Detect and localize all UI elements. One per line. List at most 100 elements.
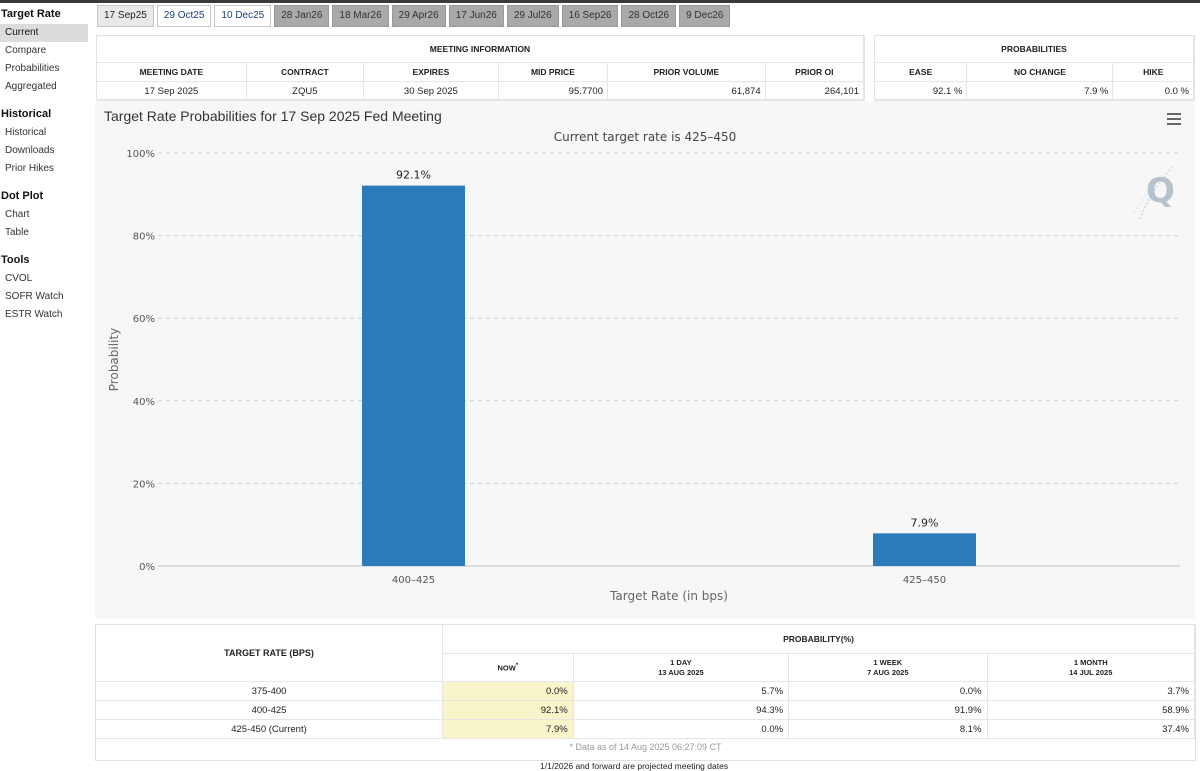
probability-history-table: TARGET RATE (BPS) PROBABILITY(%) NOW* 1 D…: [95, 624, 1196, 761]
column-period: 1 DAY: [670, 657, 692, 667]
top-border: [0, 0, 1200, 3]
prob-cell-1-day: 94.3%: [573, 700, 790, 720]
table-row: 425-450 (Current) 7.9% 0.0% 8.1% 37.4%: [96, 719, 1196, 739]
data-timestamp-note: * Data as of 14 Aug 2025 06:27:09 CT: [569, 742, 722, 752]
chart-subtitle: Current target rate is 425–450: [554, 130, 737, 144]
data-label: 92.1%: [396, 169, 431, 182]
column-date: 13 AUG 2025: [658, 667, 704, 677]
prob-cell-1-week: 0.0%: [788, 681, 988, 701]
tab-29-apr26[interactable]: 29 Apr26: [391, 5, 446, 27]
sidebar-item-probabilities[interactable]: Probabilities: [5, 63, 60, 74]
sidebar-section-target-rate: Target Rate: [1, 8, 61, 20]
quikstrike-logo: Q: [1130, 163, 1180, 223]
meeting-value-mid-price: 95.7700: [498, 81, 609, 101]
sidebar-item-historical[interactable]: Historical: [5, 127, 47, 138]
sidebar-item-chart[interactable]: Chart: [5, 209, 30, 220]
bar-400-425: [362, 185, 465, 566]
y-tick-label: 100%: [126, 149, 155, 160]
prob-cell-1-day: 5.7%: [573, 681, 790, 701]
rate-cell: 400-425: [96, 700, 443, 720]
prob-value-ease: 92.1 %: [875, 81, 968, 101]
probability-group-header: PROBABILITY(%): [442, 625, 1195, 654]
tab-29-oct25[interactable]: 29 Oct25: [156, 5, 212, 27]
tab-29-jul26[interactable]: 29 Jul26: [506, 5, 559, 27]
now-cell: 7.9%: [442, 719, 574, 739]
now-cell: 92.1%: [442, 700, 574, 720]
sidebar-item-downloads[interactable]: Downloads: [5, 145, 55, 156]
prob-cell-1-week: 8.1%: [788, 719, 988, 739]
tab-16-sep26[interactable]: 16 Sep26: [561, 5, 619, 27]
sidebar-item-sofr-watch[interactable]: SOFR Watch: [5, 291, 64, 302]
x-axis-title: Target Rate (in bps): [609, 589, 728, 603]
sidebar-item-cvol[interactable]: CVOL: [5, 273, 33, 284]
meeting-information-panel: MEETING INFORMATION MEETING DATE CONTRACT…: [96, 35, 865, 101]
sidebar-item-estr-watch[interactable]: ESTR Watch: [5, 309, 63, 320]
prob-cell-1-day: 0.0%: [573, 719, 790, 739]
tab-17-sep25[interactable]: 17 Sep25: [97, 5, 154, 27]
sidebar-spacer: [0, 178, 88, 186]
sidebar-section-dot-plot: Dot Plot: [1, 190, 44, 202]
prob-cell-1-month: 3.7%: [987, 681, 1196, 701]
column-date: 14 JUL 2025: [1069, 667, 1113, 677]
target-rate-header: TARGET RATE (BPS): [96, 625, 443, 682]
x-tick-label: 400–425: [392, 575, 435, 586]
meeting-value-contract: ZQU5: [246, 81, 364, 101]
meeting-col-prior-volume: PRIOR VOLUME: [607, 62, 766, 82]
x-tick-label: 425–450: [903, 575, 946, 586]
meeting-col-expires: EXPIRES: [363, 62, 499, 82]
meeting-col-mid-price: MID PRICE: [498, 62, 609, 82]
meeting-col-meeting-date: MEETING DATE: [97, 62, 247, 82]
logo-swoosh-icon: [1133, 166, 1173, 220]
data-label: 7.9%: [911, 516, 939, 529]
sidebar-item-prior-hikes[interactable]: Prior Hikes: [5, 163, 54, 174]
sidebar-spacer: [0, 242, 88, 250]
meeting-col-prior-oi: PRIOR OI: [765, 62, 865, 82]
prob-cell-1-week: 91.9%: [788, 700, 988, 720]
meeting-information-title: MEETING INFORMATION: [97, 36, 864, 63]
meeting-value-meeting-date: 17 Sep 2025: [97, 81, 247, 101]
sidebar: Target Rate Current Compare Probabilities Ag…: [0, 4, 88, 332]
sidebar-item-compare[interactable]: Compare: [5, 45, 47, 56]
tab-28-oct26[interactable]: 28 Oct26: [621, 5, 677, 27]
sidebar-item-current[interactable]: Current: [0, 24, 88, 42]
meeting-value-prior-volume: 61,874: [607, 81, 766, 101]
y-axis-title: Probability: [107, 328, 121, 391]
column-period: 1 MONTH: [1073, 657, 1108, 667]
column-1-month: 1 MONTH 14 JUL 2025: [987, 653, 1196, 682]
meeting-col-contract: CONTRACT: [246, 62, 364, 82]
tab-28-jan26[interactable]: 28 Jan26: [274, 5, 330, 27]
probabilities-title: PROBABILITIES: [875, 36, 1194, 63]
column-period: 1 WEEK: [873, 657, 903, 667]
chart-title: Target Rate Probabilities for 17 Sep 202…: [104, 108, 442, 124]
sidebar-item-aggregated[interactable]: Aggregated: [5, 81, 57, 92]
prob-value-no-change: 7.9 %: [966, 81, 1114, 101]
y-tick-label: 60%: [133, 314, 155, 325]
column-1-day: 1 DAY 13 AUG 2025: [573, 653, 790, 682]
prob-col-no-change: NO CHANGE: [966, 62, 1114, 82]
meeting-tabs: 17 Sep25 29 Oct25 10 Dec25 28 Jan26 18 Mar26…: [97, 5, 733, 27]
footer-note: 1/1/2026 and forward are projected meeti…: [540, 761, 729, 771]
column-1-week: 1 WEEK 7 AUG 2025: [788, 653, 988, 682]
now-label: NOW: [497, 663, 516, 673]
y-tick-label: 20%: [133, 479, 155, 490]
sidebar-section-tools: Tools: [1, 254, 30, 266]
sidebar-spacer: [0, 96, 88, 104]
meeting-value-expires: 30 Sep 2025: [363, 81, 499, 101]
now-asterisk: *: [515, 663, 519, 670]
now-column-header: NOW*: [442, 653, 574, 682]
logo-letter: Q: [1146, 171, 1175, 211]
sidebar-item-table[interactable]: Table: [5, 227, 29, 238]
tab-9-dec26[interactable]: 9 Dec26: [679, 5, 731, 27]
y-tick-label: 80%: [133, 232, 155, 243]
meeting-value-prior-oi: 264,101: [765, 81, 865, 101]
rate-cell: 425-450 (Current): [96, 719, 443, 739]
tab-17-jun26[interactable]: 17 Jun26: [448, 5, 504, 27]
sidebar-spacer: [0, 324, 88, 332]
prob-value-hike: 0.0 %: [1112, 81, 1194, 101]
tab-18-mar26[interactable]: 18 Mar26: [332, 5, 389, 27]
bar-425-450: [873, 533, 976, 566]
table-row: 375-400 0.0% 5.7% 0.0% 3.7%: [96, 681, 1196, 701]
sidebar-section-historical: Historical: [1, 108, 52, 120]
hamburger-menu-icon[interactable]: [1167, 113, 1181, 128]
tab-10-dec25[interactable]: 10 Dec25: [214, 5, 272, 27]
